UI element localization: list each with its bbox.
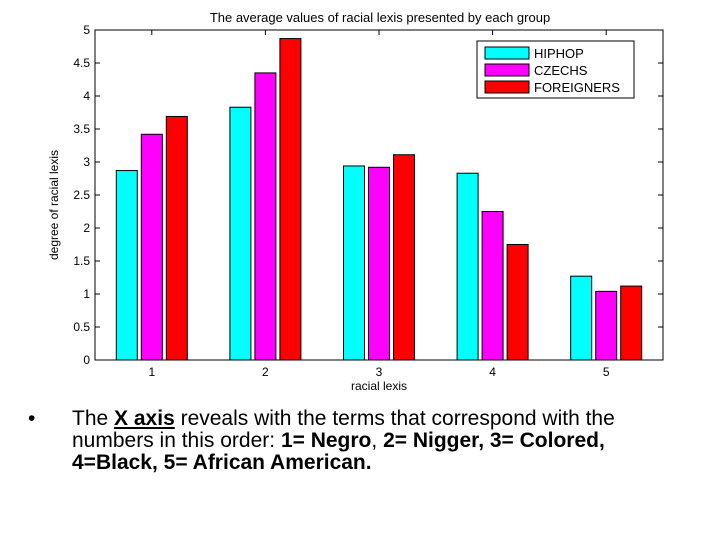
bar-chart: The average values of racial lexis prese…: [47, 10, 664, 393]
bar-hiphop-5: [570, 275, 593, 361]
plot-area: 0 0.5 1 1.5 2 2.5 3 3.5 4 4.5 5 1 2 3 4 5: [73, 23, 664, 379]
legend-label-czechs: CZECHS: [534, 63, 588, 78]
bar-hiphop-4: [456, 172, 479, 361]
y-axis-label: degree of racial lexis: [47, 150, 61, 260]
bar-czechs-5: [595, 290, 618, 361]
x-tick-label: 1: [148, 365, 155, 379]
legend-label-hiphop: HIPHOP: [534, 46, 584, 61]
y-tick-label: 4.5: [73, 56, 90, 70]
term-negro: 1= Negro: [280, 429, 372, 452]
y-tick-label: 1.5: [73, 254, 90, 268]
legend-swatch-hiphop: [484, 46, 530, 60]
term-list: 2= Nigger, 3= Colored, 4=Black, 5= Afric…: [72, 429, 605, 474]
bar-foreigners-5: [620, 285, 643, 361]
bar-czechs-4: [481, 211, 504, 361]
x-tick-label: 3: [376, 365, 383, 379]
x-tick-label: 2: [262, 365, 269, 379]
legend-label-foreigners: FOREIGNERS: [534, 80, 620, 95]
bar-czechs-3: [368, 166, 390, 361]
bar-foreigners-2: [279, 38, 302, 361]
bullet-text-start: The: [72, 407, 115, 430]
bar-foreigners-1: [165, 115, 188, 361]
legend-swatch-foreigners: [484, 80, 530, 94]
y-tick-label: 3.5: [73, 122, 90, 136]
bullet-text-middle: reveals with the terms that correspond w…: [72, 407, 615, 452]
bar-hiphop-1: [115, 170, 138, 361]
y-tick-label: 2: [83, 221, 90, 235]
x-axis-term: X axis: [114, 407, 175, 430]
x-tick-label: 5: [603, 365, 610, 379]
x-tick-label: 4: [489, 365, 496, 379]
bar-foreigners-3: [393, 154, 415, 361]
y-tick-label: 5: [83, 23, 90, 37]
bullet-marker: •: [28, 407, 36, 430]
y-tick-label: 0: [83, 353, 90, 367]
bullet-text: The X axis reveals with the terms that c…: [72, 408, 692, 474]
y-tick-label: 0.5: [73, 320, 90, 334]
bar-foreigners-4: [506, 244, 529, 361]
chart-title: The average values of racial lexis prese…: [210, 10, 550, 25]
y-tick-label: 3: [83, 155, 90, 169]
x-axis-label: racial lexis: [351, 379, 407, 393]
legend: HIPHOP CZECHS FOREIGNERS: [476, 40, 635, 99]
bar-czechs-2: [254, 72, 277, 361]
legend-swatch-czechs: [484, 63, 530, 77]
y-tick-label: 4: [83, 89, 90, 103]
bar-hiphop-2: [229, 106, 252, 361]
y-tick-label: 2.5: [73, 188, 90, 202]
bar-czechs-1: [140, 133, 163, 361]
y-tick-label: 1: [83, 287, 90, 301]
bar-hiphop-3: [343, 165, 365, 361]
bullet-separator: ,: [371, 429, 384, 452]
